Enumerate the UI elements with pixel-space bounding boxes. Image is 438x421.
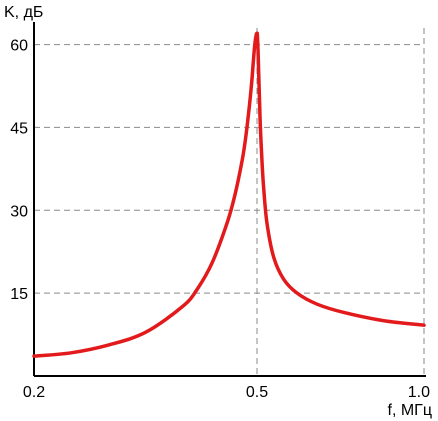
x-tick-label: 0.2 (23, 384, 45, 401)
y-axis-title: K, дБ (4, 4, 43, 21)
y-tick-label: 15 (10, 286, 28, 303)
series-layer (32, 31, 426, 358)
grid-layer (34, 28, 425, 376)
y-tick-label: 30 (10, 203, 28, 220)
y-tick-label: 45 (10, 120, 28, 137)
x-tick-label: 0.5 (246, 384, 268, 401)
tick-label-layer: 15 30 45 60 0.2 0.5 1.0 (10, 38, 430, 401)
y-tick-label: 60 (10, 38, 28, 55)
axis-layer (33, 22, 426, 377)
x-tick-label: 1.0 (408, 384, 430, 401)
series-line (32, 31, 426, 358)
x-axis-title: f, МГц (388, 402, 433, 419)
